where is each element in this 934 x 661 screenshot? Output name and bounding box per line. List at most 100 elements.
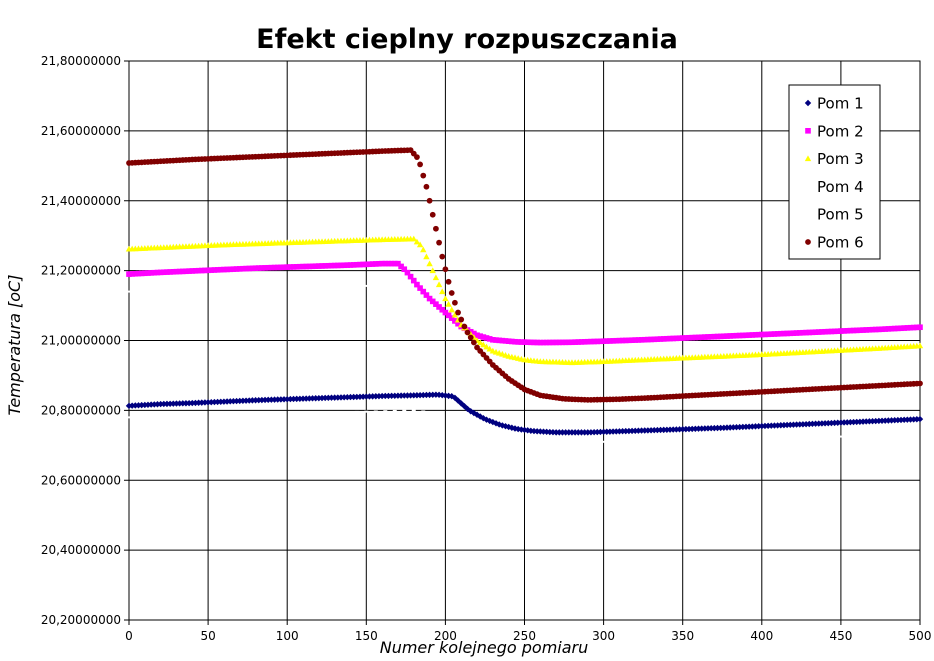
point-pom-5 <box>212 414 217 417</box>
point-pom-1 <box>622 427 629 435</box>
point-pom-6 <box>423 183 430 190</box>
point-pom-2 <box>189 268 196 274</box>
point-pom-5 <box>810 436 815 439</box>
point-pom-1 <box>875 417 883 425</box>
point-pom-5 <box>155 415 160 418</box>
legend-label-pom-5: Pom 5 <box>817 206 864 224</box>
point-pom-2 <box>550 339 556 346</box>
point-pom-6 <box>917 380 923 387</box>
point-pom-1 <box>628 427 636 435</box>
point-pom-2 <box>559 339 566 346</box>
point-pom-2 <box>603 338 610 344</box>
point-pom-2 <box>641 336 648 343</box>
point-pom-2 <box>265 264 272 271</box>
point-pom-3 <box>916 342 924 349</box>
point-pom-2 <box>278 264 284 271</box>
point-pom-2 <box>664 335 670 342</box>
point-pom-1 <box>511 425 519 432</box>
point-pom-2 <box>531 339 537 346</box>
point-pom-2 <box>426 295 433 302</box>
point-pom-2 <box>243 265 249 272</box>
point-pom-2 <box>208 267 215 273</box>
point-pom-2 <box>306 263 313 270</box>
point-pom-5 <box>867 434 872 437</box>
point-pom-2 <box>391 260 398 267</box>
point-pom-2 <box>385 260 392 267</box>
x-tick-label: 300 <box>592 629 615 643</box>
point-pom-2 <box>752 332 759 338</box>
point-pom-1 <box>524 427 531 434</box>
point-pom-2 <box>888 325 895 332</box>
point-pom-2 <box>553 339 559 346</box>
point-pom-1 <box>666 426 674 433</box>
point-pom-2 <box>319 263 325 269</box>
point-pom-2 <box>575 339 582 345</box>
point-pom-2 <box>382 260 389 267</box>
point-pom-2 <box>882 326 888 332</box>
series-pom-5 <box>127 409 919 443</box>
point-pom-2 <box>372 261 379 267</box>
point-pom-4 <box>193 289 198 292</box>
point-pom-5 <box>696 438 701 441</box>
x-axis-label: Numer kolejnego pomiaru <box>380 638 589 657</box>
point-pom-3 <box>416 241 424 248</box>
point-pom-6 <box>464 329 471 336</box>
point-pom-2 <box>714 333 721 340</box>
point-pom-2 <box>809 329 816 336</box>
point-pom-5 <box>127 416 131 419</box>
point-pom-4 <box>383 284 388 287</box>
point-pom-2 <box>898 325 904 332</box>
point-pom-2 <box>236 266 243 272</box>
point-pom-1 <box>733 424 740 431</box>
point-pom-5 <box>781 436 786 439</box>
y-tick-label: 21,40000000 <box>41 194 121 208</box>
point-pom-2 <box>796 330 803 336</box>
point-pom-2 <box>654 336 661 342</box>
point-pom-2 <box>186 268 192 274</box>
point-pom-5 <box>478 427 483 430</box>
point-pom-2 <box>490 337 496 343</box>
point-pom-5 <box>335 411 340 414</box>
point-pom-4 <box>202 288 207 291</box>
point-pom-5 <box>240 413 245 416</box>
point-pom-4 <box>164 289 169 292</box>
point-pom-2 <box>863 327 870 333</box>
point-pom-3 <box>420 246 427 253</box>
point-pom-2 <box>341 262 347 269</box>
point-pom-4 <box>354 285 359 288</box>
point-pom-2 <box>452 318 458 324</box>
y-tick-label: 21,20000000 <box>41 264 121 278</box>
point-pom-5 <box>430 411 435 414</box>
point-pom-2 <box>417 285 423 291</box>
point-pom-5 <box>800 436 805 439</box>
point-pom-2 <box>819 329 825 335</box>
point-pom-2 <box>388 260 395 267</box>
point-pom-2 <box>774 331 781 337</box>
point-pom-2 <box>255 265 262 271</box>
point-pom-5 <box>174 415 179 418</box>
point-pom-1 <box>790 421 797 428</box>
y-axis-ticks: 20,20000000 20,40000000 20,60000000 20,8000… <box>41 54 129 627</box>
point-pom-2 <box>825 328 832 335</box>
point-pom-3 <box>480 341 487 348</box>
point-pom-4 <box>421 296 426 299</box>
point-pom-3 <box>426 260 433 267</box>
point-pom-1 <box>726 424 734 431</box>
point-pom-5 <box>136 416 141 419</box>
point-pom-2 <box>309 263 316 270</box>
point-pom-5 <box>193 414 198 417</box>
point-pom-2 <box>252 265 259 271</box>
point-pom-1 <box>802 420 810 428</box>
point-pom-6 <box>417 161 423 168</box>
x-tick-label: 500 <box>909 629 932 643</box>
point-pom-2 <box>917 324 923 331</box>
point-pom-2 <box>790 330 797 336</box>
point-pom-4 <box>127 290 131 293</box>
point-pom-1 <box>132 402 139 409</box>
point-pom-5 <box>848 435 853 438</box>
point-pom-1 <box>508 424 516 431</box>
point-pom-2 <box>176 268 183 275</box>
point-pom-2 <box>755 331 762 338</box>
point-pom-4 <box>183 289 188 292</box>
point-pom-5 <box>345 411 350 414</box>
